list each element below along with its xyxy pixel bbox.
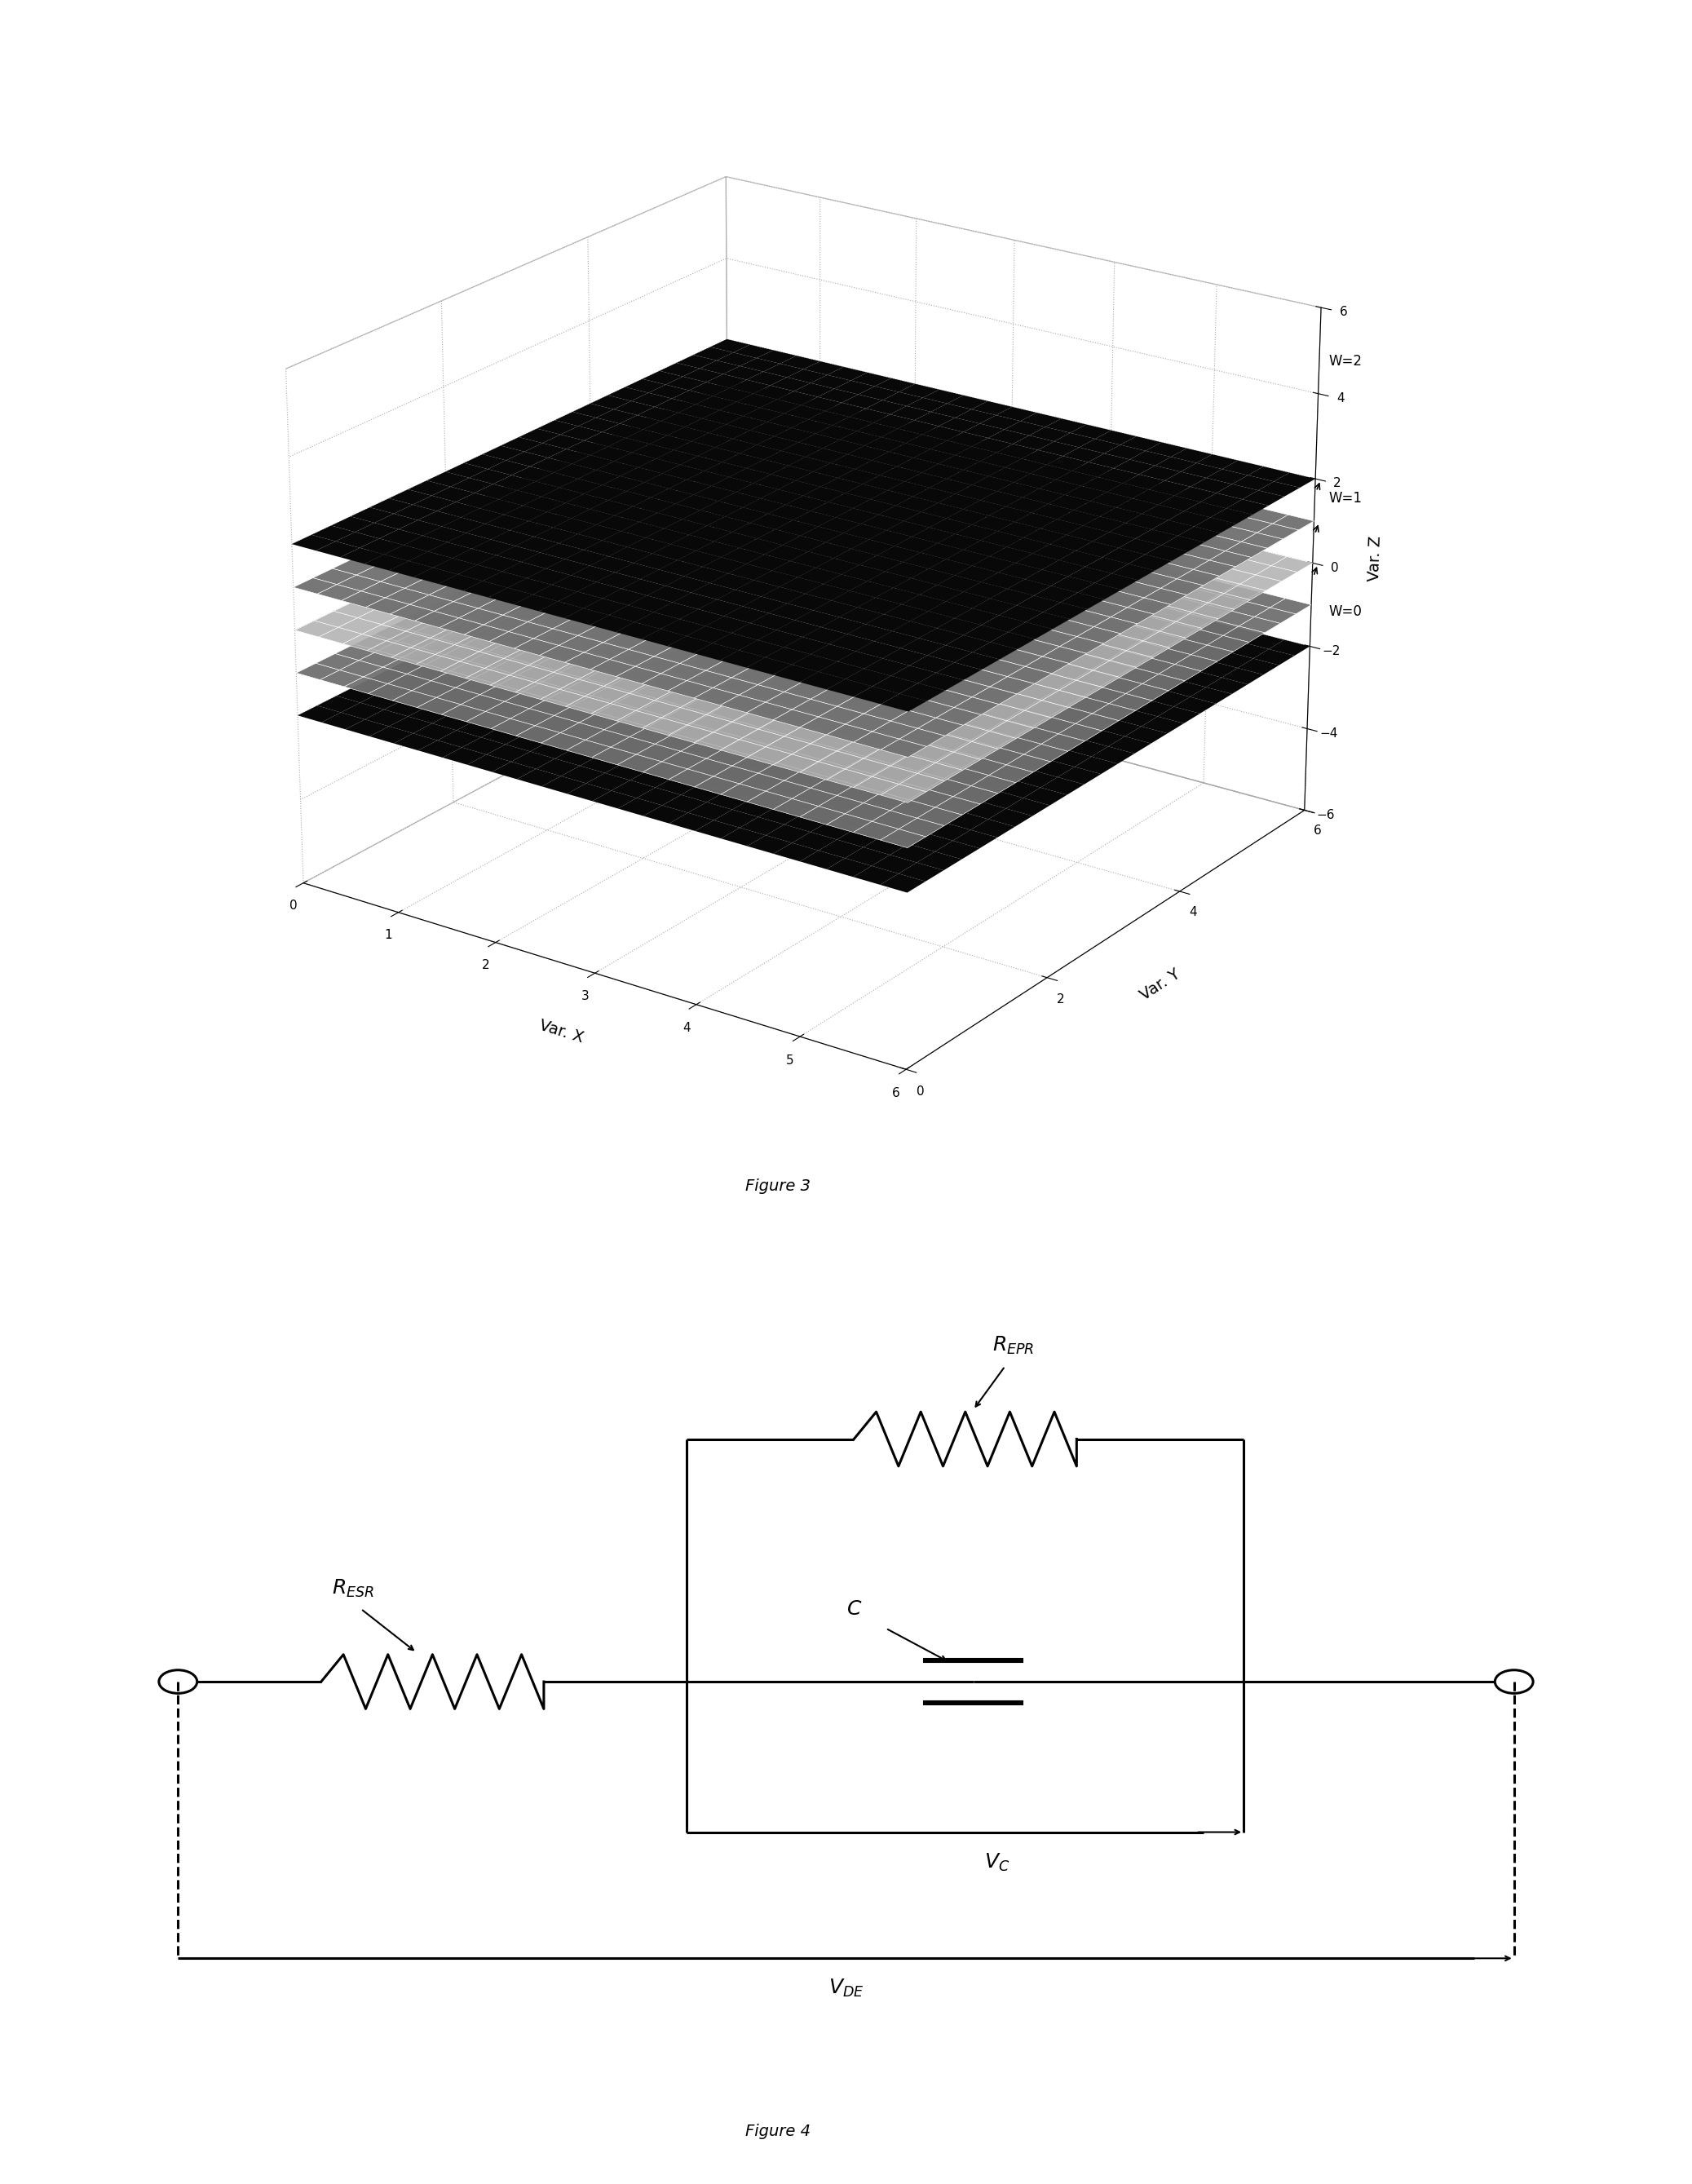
- Y-axis label: Var. Y: Var. Y: [1137, 968, 1183, 1005]
- Text: Figure 4: Figure 4: [746, 2123, 810, 2138]
- Text: W=2: W=2: [1328, 354, 1362, 369]
- Text: W=1: W=1: [1328, 491, 1362, 505]
- Text: $V_{DE}$: $V_{DE}$: [827, 1979, 865, 1998]
- Text: $C$: $C$: [846, 1599, 861, 1618]
- Text: $V_C$: $V_C$: [985, 1852, 1010, 1874]
- Text: Figure 3: Figure 3: [746, 1177, 810, 1192]
- Text: W=0: W=0: [1328, 605, 1362, 618]
- X-axis label: Var. X: Var. X: [538, 1018, 585, 1046]
- Text: $R_{ESR}$: $R_{ESR}$: [332, 1577, 374, 1599]
- Text: $R_{EPR}$: $R_{EPR}$: [992, 1334, 1034, 1356]
